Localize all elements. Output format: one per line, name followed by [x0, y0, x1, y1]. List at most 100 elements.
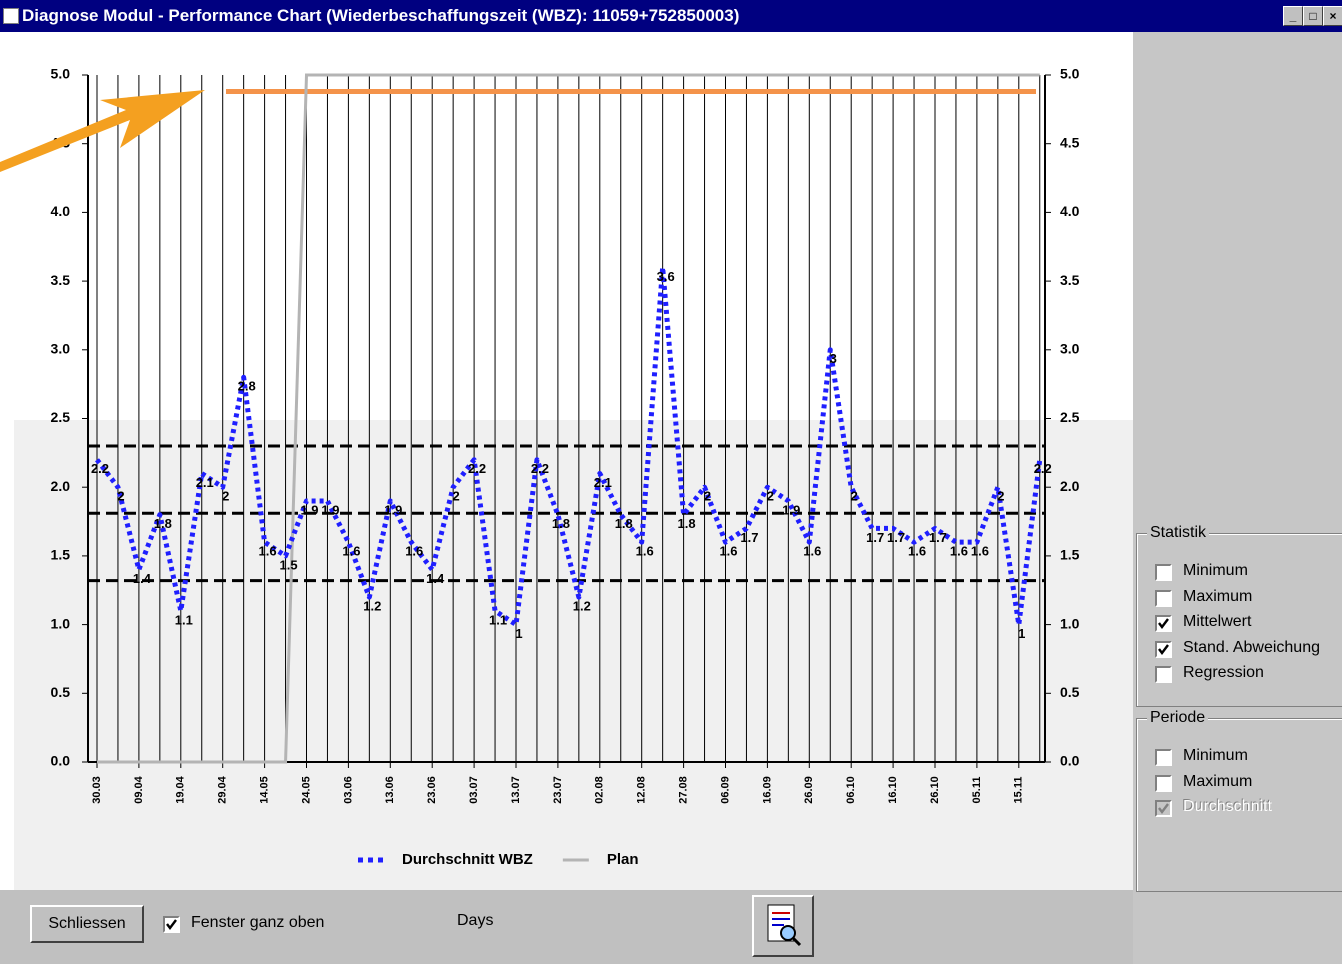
- checkbox[interactable]: [1155, 615, 1172, 632]
- y2-tick-label: 5.0: [1060, 66, 1080, 82]
- x-tick-label: 24.05: [300, 776, 312, 804]
- y2-tick-label: 0.5: [1060, 684, 1080, 700]
- checkbox[interactable]: [1155, 774, 1172, 792]
- data-label: 1.1: [489, 612, 507, 627]
- y-tick-label: 2.0: [51, 478, 71, 494]
- data-label: 1.5: [280, 557, 298, 572]
- report-icon: [767, 904, 802, 947]
- x-tick-label: 19.04: [175, 775, 187, 803]
- x-tick-label: 05.11: [971, 777, 983, 804]
- check-mark: [1158, 618, 1169, 629]
- close-window-button[interactable]: ×: [1323, 6, 1342, 26]
- checkbox-label: Maximum: [1183, 587, 1253, 605]
- data-label: 1.6: [971, 544, 989, 559]
- data-label: 1.6: [259, 544, 277, 559]
- report-button[interactable]: [752, 895, 814, 957]
- x-tick-label: 14.05: [259, 776, 271, 804]
- data-label: 1.6: [719, 544, 737, 559]
- x-tick-label: 26.10: [929, 776, 941, 804]
- data-label: 1.6: [342, 544, 360, 559]
- x-tick-label: 15.11: [1013, 777, 1025, 804]
- chart-lower-background: [14, 420, 1133, 890]
- y-tick-label: 1.0: [51, 615, 71, 631]
- data-label: 2: [997, 489, 1004, 504]
- data-label: 1.2: [363, 599, 381, 614]
- checkbox[interactable]: [1155, 564, 1172, 581]
- series-line: [97, 73, 1040, 764]
- group-title: Periode: [1147, 709, 1209, 727]
- checkbox-label: Minimum: [1183, 747, 1248, 764]
- data-label: 1.7: [740, 530, 758, 545]
- x-tick-label: 16.10: [887, 776, 899, 804]
- y-tick-label: 2.5: [51, 409, 71, 425]
- data-label: 1: [515, 626, 522, 641]
- minimize-button[interactable]: _: [1283, 6, 1303, 26]
- window-title: Diagnose Modul - Performance Chart (Wied…: [22, 6, 740, 25]
- data-label: 2: [117, 489, 124, 504]
- checkbox-label: Regression: [1183, 664, 1264, 681]
- data-label: 1.6: [636, 544, 654, 559]
- x-tick-label: 29.04: [217, 775, 229, 803]
- data-label: 2: [767, 489, 774, 504]
- data-label: 3: [830, 351, 837, 366]
- y-tick-label: 1.5: [51, 547, 71, 563]
- checkbox[interactable]: [1155, 640, 1172, 658]
- y-tick-label: 3.0: [51, 341, 71, 357]
- legend-label: Durchschnitt WBZ: [402, 851, 533, 868]
- y-tick-label: 3.5: [51, 272, 71, 288]
- series-line: [95, 264, 1043, 628]
- data-label: 2.1: [196, 475, 214, 490]
- data-label: 1.7: [929, 530, 947, 545]
- checkbox[interactable]: [1155, 589, 1172, 607]
- data-label: 1.1: [175, 612, 193, 627]
- data-label: 2: [704, 489, 711, 504]
- x-tick-label: 30.03: [91, 776, 103, 804]
- maximize-button[interactable]: □: [1303, 6, 1323, 26]
- data-label: 1.8: [615, 516, 633, 531]
- x-tick-label: 03.06: [342, 776, 354, 804]
- data-label: 1.6: [908, 544, 926, 559]
- title-bar: Diagnose Modul - Performance Chart (Wied…: [0, 0, 1342, 32]
- close-button[interactable]: Schliessen: [30, 905, 144, 943]
- y2-tick-label: 2.0: [1060, 478, 1080, 494]
- annotation-arrow: [0, 90, 205, 172]
- data-label: 1.6: [803, 544, 821, 559]
- data-label: 2.8: [238, 379, 256, 394]
- checkbox-label: Durchschnitt: [1183, 798, 1272, 815]
- data-label: 2: [222, 489, 229, 504]
- x-tick-label: 03.07: [468, 776, 480, 804]
- x-tick-label: 12.08: [636, 776, 648, 804]
- y-tick-label: 0.5: [51, 684, 71, 700]
- data-label: 2: [851, 489, 858, 504]
- data-label: 1.4: [133, 571, 152, 586]
- data-label: 1.8: [154, 516, 172, 531]
- periode-group: Periode Minimum Maximum Durchschnitt: [1136, 709, 1342, 892]
- y2-tick-label: 4.0: [1060, 203, 1080, 219]
- data-label: 2.2: [1034, 461, 1052, 476]
- data-label: 1.4: [426, 571, 445, 586]
- y2-tick-label: 1.0: [1060, 615, 1080, 631]
- checkbox-label: Maximum: [1183, 772, 1253, 790]
- checkbox-label: Fenster ganz oben: [191, 914, 325, 931]
- data-label: 1.7: [887, 530, 905, 545]
- data-label: 2.2: [468, 461, 486, 476]
- data-label: 1.8: [678, 516, 696, 531]
- x-tick-label: 09.04: [133, 775, 145, 803]
- x-tick-label: 06.10: [845, 776, 857, 804]
- data-label: 1.2: [573, 599, 591, 614]
- checkbox: [1155, 800, 1172, 817]
- group-title: Statistik: [1147, 524, 1210, 542]
- checkbox[interactable]: [1155, 749, 1172, 766]
- chart: 30.03 09.04 19.04 29.04 14.05 24.05 03.06 13.06…: [0, 32, 1133, 890]
- checkbox[interactable]: [1155, 666, 1172, 683]
- data-label: 1.6: [405, 544, 423, 559]
- data-label: 1.9: [384, 502, 402, 517]
- checkbox[interactable]: [163, 916, 180, 933]
- data-label: 2.1: [594, 475, 612, 490]
- app-icon: [3, 8, 19, 24]
- checkbox-label: Minimum: [1183, 562, 1248, 579]
- data-label: 1.6: [950, 544, 968, 559]
- data-label: 1.7: [866, 530, 884, 545]
- checkbox-label: Mittelwert: [1183, 613, 1252, 630]
